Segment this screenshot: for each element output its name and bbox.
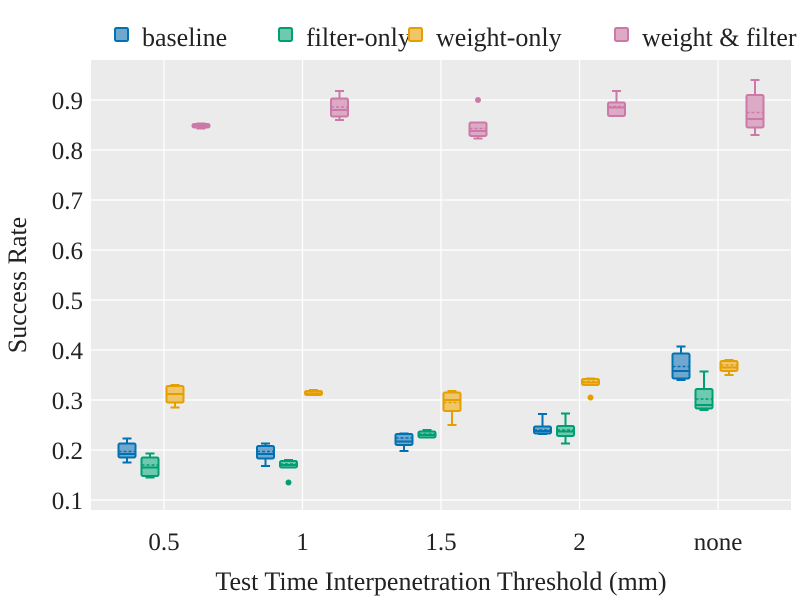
outlier-point — [475, 97, 481, 103]
y-tick-label: 0.3 — [52, 388, 83, 415]
y-tick-label: 0.7 — [52, 188, 83, 215]
y-tick-label: 0.9 — [52, 88, 83, 115]
iqr-box — [607, 101, 626, 117]
box-3-3 — [607, 90, 626, 117]
legend-item-2: weight-only — [408, 23, 562, 52]
y-grid — [91, 99, 791, 501]
legend-swatch — [408, 27, 423, 42]
iqr-box — [719, 360, 739, 372]
y-tick-label: 0.1 — [52, 488, 83, 515]
x-tick-label: 1 — [296, 529, 309, 556]
box-0-0 — [117, 437, 137, 464]
x-tick-label: 2 — [573, 529, 586, 556]
x-tick-label: 0.5 — [148, 529, 179, 556]
box-3-4 — [745, 79, 765, 136]
y-tick-label: 0.8 — [52, 138, 83, 165]
legend-label: weight-only — [436, 23, 562, 52]
iqr-box — [117, 442, 137, 459]
box-2-2 — [442, 390, 462, 426]
legend-label: filter-only — [306, 23, 411, 52]
iqr-box — [745, 94, 765, 129]
legend: baseline filter-only weight-only weight & f… — [114, 23, 797, 52]
legend-item-1: filter-only — [278, 23, 411, 52]
box-3-0 — [191, 122, 211, 130]
box-0-1 — [256, 442, 275, 467]
legend-swatch — [278, 27, 293, 42]
y-tick-label: 0.5 — [52, 288, 83, 315]
x-grid — [163, 60, 719, 510]
y-tick-label: 0.4 — [52, 338, 84, 365]
x-tick-label: none — [694, 529, 743, 556]
box-2-0 — [165, 384, 185, 409]
y-tick-labels: 0.1 0.2 0.3 0.4 0.5 0.6 0.7 0.8 0.9 — [52, 88, 84, 515]
box-1-3 — [556, 412, 575, 445]
legend-swatch — [114, 27, 129, 42]
y-tick-label: 0.6 — [52, 238, 83, 265]
box-3-1 — [330, 90, 349, 121]
box-0-2 — [394, 432, 414, 452]
legend-label: baseline — [142, 23, 227, 52]
box-1-0 — [140, 452, 160, 479]
box-0-4 — [671, 345, 691, 381]
box-1-2 — [417, 429, 437, 439]
outlier-point — [587, 394, 594, 401]
box-2-4 — [719, 359, 739, 376]
legend-item-3: weight & filter — [614, 23, 797, 52]
box-2-3 — [581, 377, 600, 401]
legend-item-0: baseline — [114, 23, 227, 52]
legend-label: weight & filter — [642, 23, 797, 52]
x-tick-label: 1.5 — [425, 529, 456, 556]
y-tick-label: 0.2 — [52, 438, 83, 465]
box-1-1 — [279, 459, 298, 486]
box-1-4 — [694, 370, 714, 411]
x-tick-labels: 0.5 1 1.5 2 none — [148, 529, 742, 556]
outlier-point — [285, 479, 292, 486]
box-0-3 — [533, 413, 552, 435]
y-axis-title: Success Rate — [3, 217, 32, 353]
box-2-1 — [304, 389, 323, 396]
box-series-group — [117, 79, 765, 486]
iqr-box — [394, 433, 414, 446]
x-axis-title: Test Time Interpenetration Threshold (mm… — [215, 567, 666, 596]
legend-swatch — [614, 27, 629, 42]
box-3-2 — [468, 97, 488, 140]
